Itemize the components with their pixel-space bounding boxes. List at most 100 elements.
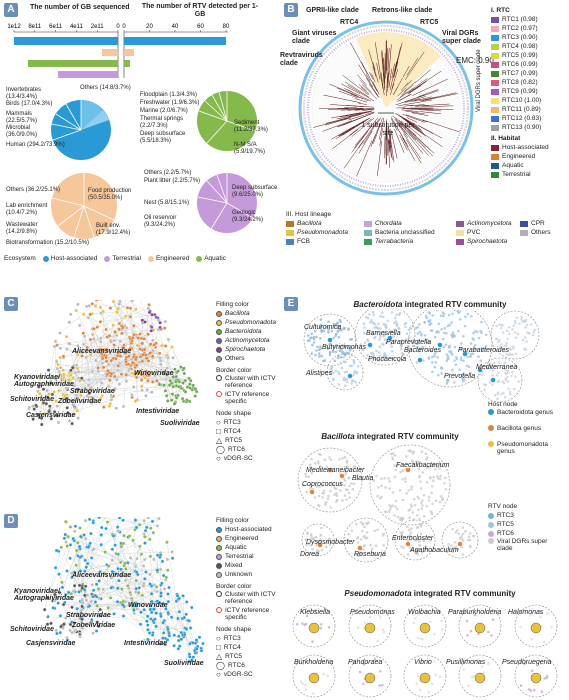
- rtv-node: [510, 374, 513, 378]
- lineage-legend-item: Pseudomonadota: [286, 228, 362, 237]
- pie-engineered-label-1: Lab enrichment (10.4/7.2%): [6, 203, 48, 216]
- bacteroidota-host-node: [462, 351, 468, 357]
- network-node: [161, 601, 165, 606]
- d-shape-item: ◯ RTC6: [216, 661, 286, 670]
- network-node: [107, 404, 112, 408]
- network-node: [199, 649, 204, 653]
- network-node: [86, 545, 91, 550]
- network-node: [176, 393, 180, 398]
- network-node: [166, 592, 170, 596]
- network-edge: [119, 531, 136, 567]
- network-node: [136, 336, 140, 340]
- network-node: [106, 606, 111, 610]
- network-node: [67, 320, 71, 325]
- rtv-node: [375, 326, 378, 329]
- habitat-swatch: [491, 144, 499, 151]
- pie-terrestrial-label-1: Plant litter (2.2/5.7%): [144, 178, 201, 184]
- left-axis-ticks: 1e12 8e11 6e11 4e11 2e11 0: [7, 24, 120, 32]
- rtv-node: [416, 674, 420, 678]
- tree-branch: [344, 88, 353, 93]
- network-node: [114, 551, 118, 556]
- tree-branch: [391, 63, 395, 78]
- pie-engineered-label-0: Others (36.2/25.1%): [6, 187, 61, 193]
- network-node: [152, 583, 157, 587]
- rtv-node: [332, 483, 335, 487]
- rtv-node: [413, 344, 416, 348]
- rtv-node: [305, 614, 309, 618]
- network-node: [98, 607, 102, 612]
- network-edge: [149, 345, 191, 389]
- host-node-label: Bacteroidota genus: [497, 409, 554, 416]
- e3-genus-label-2: Wolbachia: [408, 609, 441, 616]
- network-node: [108, 339, 113, 343]
- network-edge: [136, 580, 192, 608]
- network-node: [140, 359, 145, 363]
- pseudomonadota-host-node: [419, 672, 431, 684]
- tree-branch: [389, 134, 395, 162]
- network-node: [55, 404, 59, 408]
- network-node: [96, 369, 101, 374]
- network-node: [109, 358, 113, 363]
- rtv-node: [453, 310, 456, 312]
- rtv-node: [384, 323, 388, 327]
- rtv-node: [394, 505, 397, 509]
- rtv-node: [447, 542, 450, 546]
- rtv-node: [476, 658, 480, 662]
- network-node: [54, 377, 58, 381]
- host-node-label: Pseudomonadota genus: [497, 441, 548, 455]
- d-fill-swatch: [216, 562, 222, 569]
- network-node: [75, 409, 80, 413]
- tree-branch: [377, 140, 383, 176]
- rtv-node-label: RTC3: [497, 512, 514, 519]
- network-node: [54, 548, 59, 553]
- rtv-node: [311, 640, 314, 643]
- rtv-node: [514, 352, 518, 356]
- rtv-node: [539, 610, 542, 614]
- right-axis-ticks: 0 20 40 60 80: [122, 24, 230, 32]
- rtv-node: [313, 461, 317, 465]
- rtv-node: [408, 533, 412, 537]
- tree-branch: [388, 44, 392, 75]
- rtv-node: [416, 636, 420, 640]
- e1-genus-label-1: Barnesiella: [366, 330, 401, 337]
- rtv-node: [295, 623, 299, 626]
- network-node: [100, 361, 105, 365]
- rtv-node: [319, 534, 323, 537]
- network-edge: [138, 592, 152, 602]
- c-fill-item: Bacteroidota: [216, 327, 286, 336]
- rtv-node: [488, 381, 492, 384]
- network-node: [135, 607, 140, 611]
- network-node: [159, 591, 163, 595]
- rtv-node: [456, 529, 459, 532]
- rtv-node: [432, 479, 435, 482]
- network-node: [147, 373, 152, 378]
- rtv-node: [411, 511, 415, 514]
- tree-branch: [399, 134, 408, 151]
- rtv-node: [327, 331, 330, 334]
- rtv-node: [376, 494, 379, 498]
- rtv-node: [345, 351, 348, 355]
- rtv-node: [336, 356, 340, 360]
- d-family-label-7: Intestiviridae: [124, 640, 168, 647]
- network-node: [143, 376, 148, 380]
- tree-branch: [362, 109, 375, 111]
- tree-branch: [418, 109, 442, 112]
- network-node: [62, 394, 67, 399]
- rtv-node: [315, 349, 318, 352]
- rtv-node: [469, 355, 472, 358]
- c-fill-label: Others: [225, 355, 245, 362]
- tree-branch: [362, 84, 378, 100]
- network-node: [46, 368, 51, 372]
- rtv-node: [327, 538, 330, 541]
- rtv-node: [351, 487, 355, 491]
- lineage-swatch: [286, 229, 294, 236]
- network-node: [39, 395, 43, 399]
- rtv-node: [304, 683, 307, 686]
- rtv-node: [434, 467, 437, 471]
- network-node: [182, 615, 187, 620]
- c-fill-label: Spirochaetota: [225, 346, 266, 353]
- rtv-node: [416, 332, 420, 335]
- network-node: [130, 300, 135, 303]
- network-node: [71, 536, 75, 541]
- rtv-node: [444, 343, 448, 347]
